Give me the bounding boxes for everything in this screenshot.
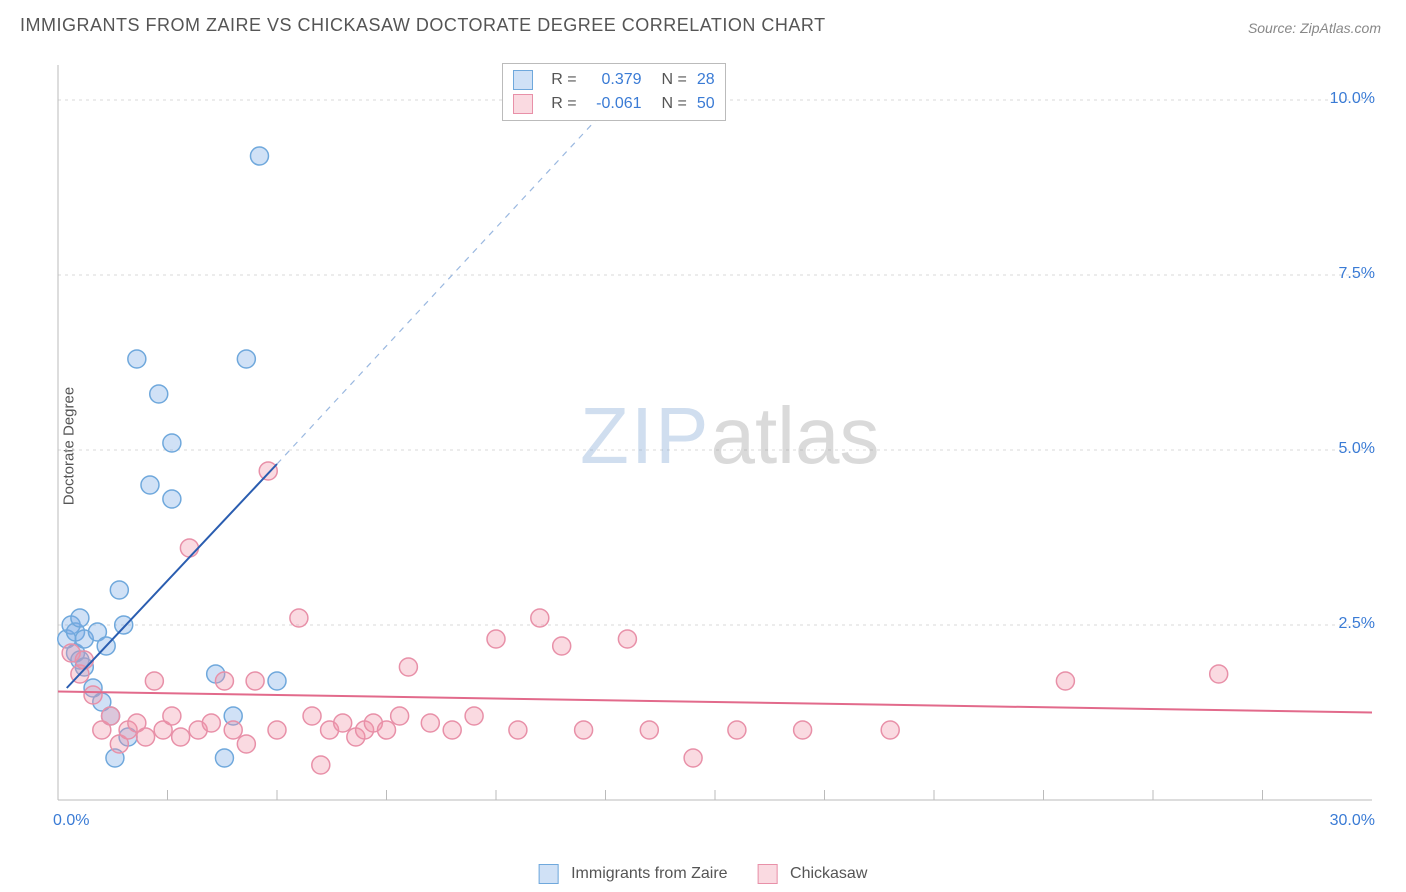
legend-swatch-a-icon [539,864,559,884]
n-value-a: 28 [697,68,715,92]
legend-swatch-a-icon [513,70,533,90]
r-label: R = [551,92,576,116]
n-value-b: 50 [697,92,715,116]
axis-tick-label: 10.0% [1330,90,1375,108]
n-label: N = [662,68,687,92]
legend-label-a: Immigrants from Zaire [571,865,727,882]
chart-plot-area: ZIPatlas R = 0.379 N = 28 R = -0.061 N =… [50,60,1380,830]
legend-row-a: R = 0.379 N = 28 [513,68,714,92]
correlation-legend: R = 0.379 N = 28 R = -0.061 N = 50 [502,63,725,121]
legend-item-b: Chickasaw [758,864,868,884]
axis-tick-label: 0.0% [53,812,89,830]
source-attribution: Source: ZipAtlas.com [1248,20,1381,36]
r-value-b: -0.061 [587,92,642,116]
chart-title: IMMIGRANTS FROM ZAIRE VS CHICKASAW DOCTO… [20,15,826,36]
legend-swatch-b-icon [758,864,778,884]
legend-label-b: Chickasaw [790,865,867,882]
axis-tick-label: 7.5% [1339,265,1375,283]
axis-tick-label: 5.0% [1339,440,1375,458]
r-label: R = [551,68,576,92]
n-label: N = [662,92,687,116]
series-legend: Immigrants from Zaire Chickasaw [539,864,868,884]
axis-tick-label: 2.5% [1339,615,1375,633]
r-value-a: 0.379 [587,68,642,92]
legend-item-a: Immigrants from Zaire [539,864,728,884]
legend-row-b: R = -0.061 N = 50 [513,92,714,116]
axis-tick-label: 30.0% [1330,812,1375,830]
legend-swatch-b-icon [513,94,533,114]
